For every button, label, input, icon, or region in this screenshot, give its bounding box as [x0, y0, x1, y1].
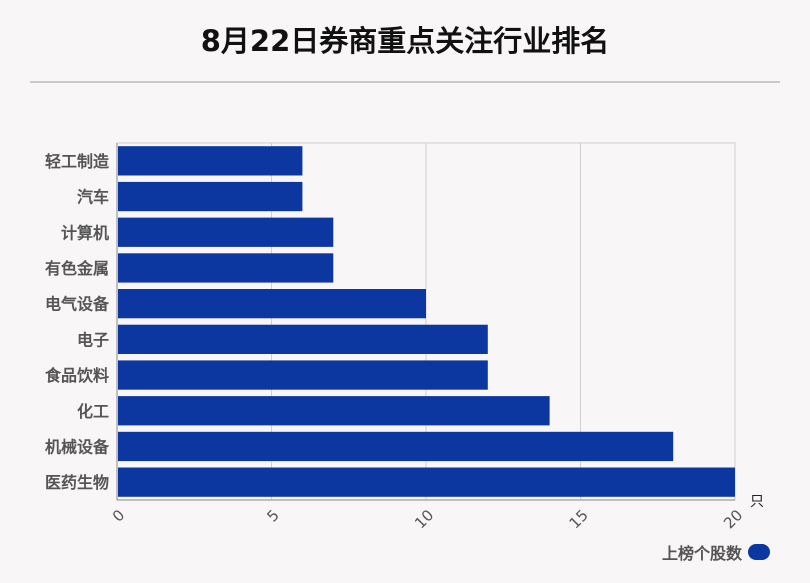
bar[interactable]: [118, 324, 488, 354]
legend-swatch: [748, 544, 770, 560]
bar[interactable]: [118, 181, 303, 212]
legend[interactable]: 上榜个股数: [662, 540, 770, 564]
y-category-label: 计算机: [61, 223, 109, 242]
x-tick-label: 20: [720, 506, 746, 532]
y-category-label: 电气设备: [45, 295, 110, 314]
y-category-label: 食品饮料: [44, 366, 109, 385]
y-category-label: 汽车: [77, 188, 109, 207]
legend-label: 上榜个股数: [661, 544, 742, 563]
bar[interactable]: [118, 289, 426, 319]
title-divider: [30, 81, 780, 83]
chart-title: 8月22日券商重点关注行业排名: [200, 24, 610, 58]
bar[interactable]: [118, 253, 334, 283]
y-category-label: 电子: [77, 330, 109, 349]
y-category-label: 化工: [77, 402, 109, 421]
x-axis-unit: 只: [750, 494, 764, 510]
x-tick-label: 15: [566, 506, 592, 532]
bar[interactable]: [118, 146, 303, 176]
y-category-label: 机械设备: [45, 437, 110, 456]
bar[interactable]: [118, 431, 674, 462]
y-category-label: 有色金属: [45, 259, 109, 278]
x-tick-label: 10: [411, 506, 437, 532]
bar[interactable]: [118, 360, 488, 390]
bar[interactable]: [118, 217, 334, 247]
bar[interactable]: [118, 396, 550, 426]
y-category-label: 轻工制造: [45, 152, 110, 171]
x-tick-label: 0: [109, 506, 128, 525]
y-category-label: 医药生物: [45, 473, 109, 492]
x-tick-label: 5: [263, 506, 282, 525]
bar[interactable]: [118, 467, 735, 497]
